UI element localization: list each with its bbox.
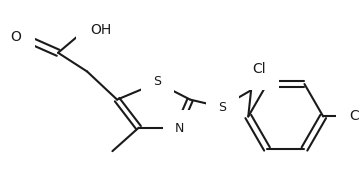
Text: N: N bbox=[175, 122, 185, 135]
Text: O: O bbox=[11, 30, 22, 44]
Text: Cl: Cl bbox=[252, 62, 265, 77]
Text: S: S bbox=[218, 101, 226, 114]
Text: OH: OH bbox=[90, 23, 111, 37]
Text: Cl: Cl bbox=[350, 109, 360, 124]
Text: S: S bbox=[153, 75, 161, 88]
